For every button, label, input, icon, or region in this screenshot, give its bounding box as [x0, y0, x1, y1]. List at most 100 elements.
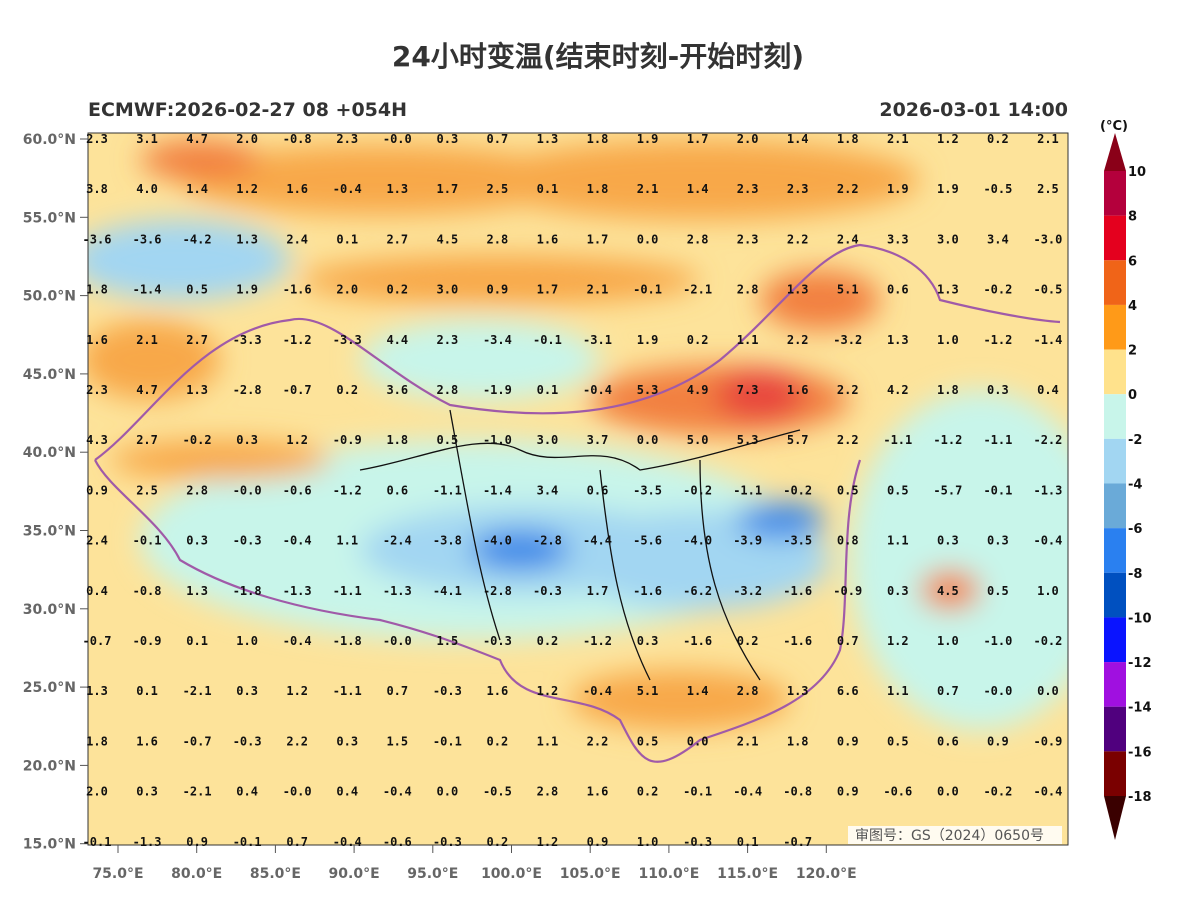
grid-value: 7.3 [737, 383, 759, 397]
grid-value: -0.2 [783, 483, 812, 497]
grid-value: -0.7 [783, 835, 812, 849]
grid-value: 0.2 [386, 283, 408, 297]
grid-value: 2.0 [737, 132, 759, 146]
colorbar-label: -2 [1128, 433, 1142, 448]
lat-label: 45.0°N [23, 367, 76, 383]
grid-value: 0.6 [587, 483, 609, 497]
grid-value: 1.5 [386, 734, 408, 748]
grid-value: 2.2 [787, 333, 809, 347]
grid-value: 2.2 [837, 433, 859, 447]
grid-value: 1.3 [787, 684, 809, 698]
grid-value: 0.0 [637, 232, 659, 246]
grid-value: -0.2 [1033, 634, 1062, 648]
grid-value: -4.1 [433, 584, 462, 598]
grid-value: -0.1 [633, 283, 662, 297]
grid-value: 0.9 [987, 734, 1009, 748]
grid-value: 0.5 [887, 483, 909, 497]
grid-value: 1.8 [86, 734, 108, 748]
lat-label: 40.0°N [23, 445, 76, 461]
grid-value: -1.0 [483, 433, 512, 447]
grid-value: 0.4 [236, 785, 258, 799]
grid-value: 0.0 [1037, 684, 1059, 698]
grid-value: -1.3 [1033, 483, 1062, 497]
grid-value: -1.2 [283, 333, 312, 347]
lat-label: 35.0°N [23, 524, 76, 540]
grid-value: -1.1 [883, 433, 912, 447]
lat-label: 25.0°N [23, 680, 76, 696]
grid-value: 0.8 [837, 534, 859, 548]
lon-label: 75.0°E [92, 866, 143, 882]
grid-value: 0.2 [687, 333, 709, 347]
grid-value: 3.8 [86, 182, 108, 196]
colorbar-segment [1104, 260, 1126, 305]
grid-value: 0.2 [987, 132, 1009, 146]
grid-value: 1.2 [537, 684, 559, 698]
grid-value: 4.5 [437, 232, 459, 246]
grid-value: 2.8 [687, 232, 709, 246]
grid-value: 1.2 [286, 433, 308, 447]
grid-value: -0.9 [133, 634, 162, 648]
grid-value: 0.2 [336, 383, 358, 397]
grid-value: 1.6 [587, 785, 609, 799]
grid-value: -5.7 [933, 483, 962, 497]
grid-value: -2.1 [183, 684, 212, 698]
grid-value: 1.1 [887, 684, 909, 698]
watermark-box [848, 826, 1062, 844]
grid-value: -0.0 [983, 684, 1012, 698]
grid-value: -1.1 [333, 684, 362, 698]
lat-label: 60.0°N [23, 132, 76, 148]
grid-value: -0.2 [983, 785, 1012, 799]
grid-value: 1.6 [136, 734, 158, 748]
grid-value: 2.3 [86, 383, 108, 397]
grid-value: 1.8 [386, 433, 408, 447]
grid-value: -3.2 [733, 584, 762, 598]
grid-value: 1.8 [937, 383, 959, 397]
lon-label: 110.0°E [638, 866, 699, 882]
grid-value: -3.3 [233, 333, 262, 347]
grid-value: -5.6 [633, 534, 662, 548]
grid-value: 1.8 [787, 734, 809, 748]
colorbar-label: -14 [1128, 701, 1152, 716]
grid-value: 0.2 [537, 634, 559, 648]
grid-value: 0.3 [637, 634, 659, 648]
grid-value: -1.6 [283, 283, 312, 297]
grid-value: 5.7 [787, 433, 809, 447]
grid-value: 0.3 [437, 132, 459, 146]
grid-value: 5.3 [637, 383, 659, 397]
grid-value: 4.2 [887, 383, 909, 397]
grid-value: 0.3 [236, 684, 258, 698]
grid-value: 4.9 [687, 383, 709, 397]
grid-value: 0.1 [136, 684, 158, 698]
grid-value: -0.8 [283, 132, 312, 146]
grid-value: 0.2 [487, 734, 509, 748]
grid-value: 2.0 [236, 132, 258, 146]
grid-value: 5.1 [837, 283, 859, 297]
grid-value: -1.8 [333, 634, 362, 648]
grid-value: -0.3 [683, 835, 712, 849]
grid-value: -0.3 [433, 684, 462, 698]
grid-value: -0.4 [583, 383, 612, 397]
grid-value: 2.1 [136, 333, 158, 347]
grid-value: 3.3 [887, 232, 909, 246]
grid-value: 0.3 [937, 534, 959, 548]
grid-value: 1.1 [537, 734, 559, 748]
grid-value: 0.0 [687, 734, 709, 748]
grid-value: 2.8 [737, 684, 759, 698]
lon-label: 90.0°E [329, 866, 380, 882]
grid-value: 1.3 [186, 383, 208, 397]
grid-value: -4.0 [483, 534, 512, 548]
grid-value: 2.1 [637, 182, 659, 196]
grid-value: -4.4 [583, 534, 612, 548]
grid-value: -1.2 [983, 333, 1012, 347]
grid-value: 0.3 [236, 433, 258, 447]
grid-value: 2.8 [737, 283, 759, 297]
grid-value: 3.1 [136, 132, 158, 146]
colorbar-segment [1104, 617, 1126, 663]
grid-value: 1.7 [437, 182, 459, 196]
grid-value: 0.2 [737, 634, 759, 648]
lon-label: 100.0°E [481, 866, 542, 882]
grid-value: -3.2 [833, 333, 862, 347]
grid-value: 0.4 [86, 584, 108, 598]
grid-value: -3.9 [733, 534, 762, 548]
grid-value: 2.8 [487, 232, 509, 246]
